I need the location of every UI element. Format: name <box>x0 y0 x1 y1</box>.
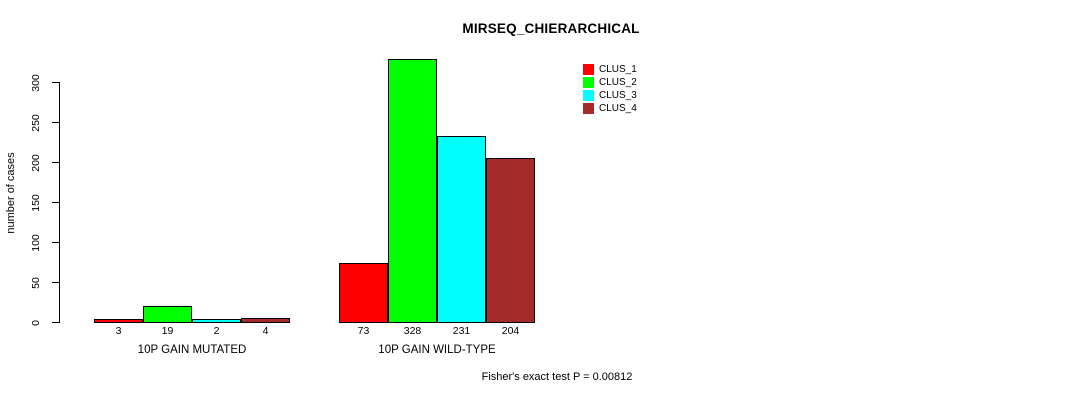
bar-clus_2 <box>388 58 437 323</box>
y-axis-tick <box>52 202 59 203</box>
chart-title: MIRSEQ_CHIERARCHICAL <box>462 21 640 36</box>
y-axis-tick <box>52 82 59 83</box>
y-axis-tick-label: 300 <box>30 73 42 92</box>
y-axis-line <box>59 82 60 323</box>
legend-item: CLUS_1 <box>583 64 637 75</box>
y-axis-tick <box>52 322 59 323</box>
bar-clus_3 <box>192 319 241 323</box>
legend-item: CLUS_3 <box>583 89 637 101</box>
y-axis-title: number of cases <box>5 152 17 234</box>
y-axis-tick-label: 200 <box>30 153 42 172</box>
legend-swatch-icon <box>583 64 594 75</box>
bar-value-label: 3 <box>115 325 122 337</box>
bar-clus_1 <box>339 262 388 323</box>
bar-clus_4 <box>241 317 290 323</box>
y-axis-tick-label: 100 <box>30 233 42 252</box>
y-axis-tick <box>52 122 59 123</box>
legend-swatch-icon <box>583 89 594 101</box>
legend-swatch-icon <box>583 102 594 114</box>
bar-clus_1 <box>94 318 143 323</box>
y-axis-tick-label: 150 <box>30 193 42 212</box>
legend-item-label: CLUS_4 <box>599 102 637 114</box>
x-axis-group-label: 10P GAIN WILD-TYPE <box>378 344 496 356</box>
legend: CLUS_1 CLUS_2 CLUS_3 CLUS_4 <box>583 64 637 116</box>
annotation-fisher-test: Fisher's exact test P = 0.00812 <box>481 371 633 383</box>
bar-clus_3 <box>437 136 486 323</box>
legend-item-label: CLUS_2 <box>599 76 637 88</box>
y-axis-tick <box>52 162 59 163</box>
bar-value-label: 204 <box>501 325 520 337</box>
x-axis-group-label: 10P GAIN MUTATED <box>137 344 247 356</box>
y-axis-tick <box>52 242 59 243</box>
legend-item-label: CLUS_3 <box>599 89 637 101</box>
legend-item: CLUS_2 <box>583 76 637 88</box>
bar-clus_4 <box>486 157 535 323</box>
y-axis-tick-label: 50 <box>30 276 42 289</box>
y-axis-tick-label: 250 <box>30 113 42 132</box>
bar-value-label: 328 <box>403 325 422 337</box>
bar-value-label: 19 <box>161 325 174 337</box>
legend-item-label: CLUS_1 <box>599 64 637 75</box>
bar-value-label: 231 <box>452 325 471 337</box>
bar-value-label: 73 <box>357 325 370 337</box>
bar-value-label: 4 <box>262 325 269 337</box>
bar-value-label: 2 <box>213 325 220 337</box>
y-axis-tick-label: 0 <box>30 319 42 326</box>
legend-swatch-icon <box>583 76 594 88</box>
y-axis-tick <box>52 282 59 283</box>
bar-clus_2 <box>143 305 192 323</box>
legend-item: CLUS_4 <box>583 102 637 114</box>
